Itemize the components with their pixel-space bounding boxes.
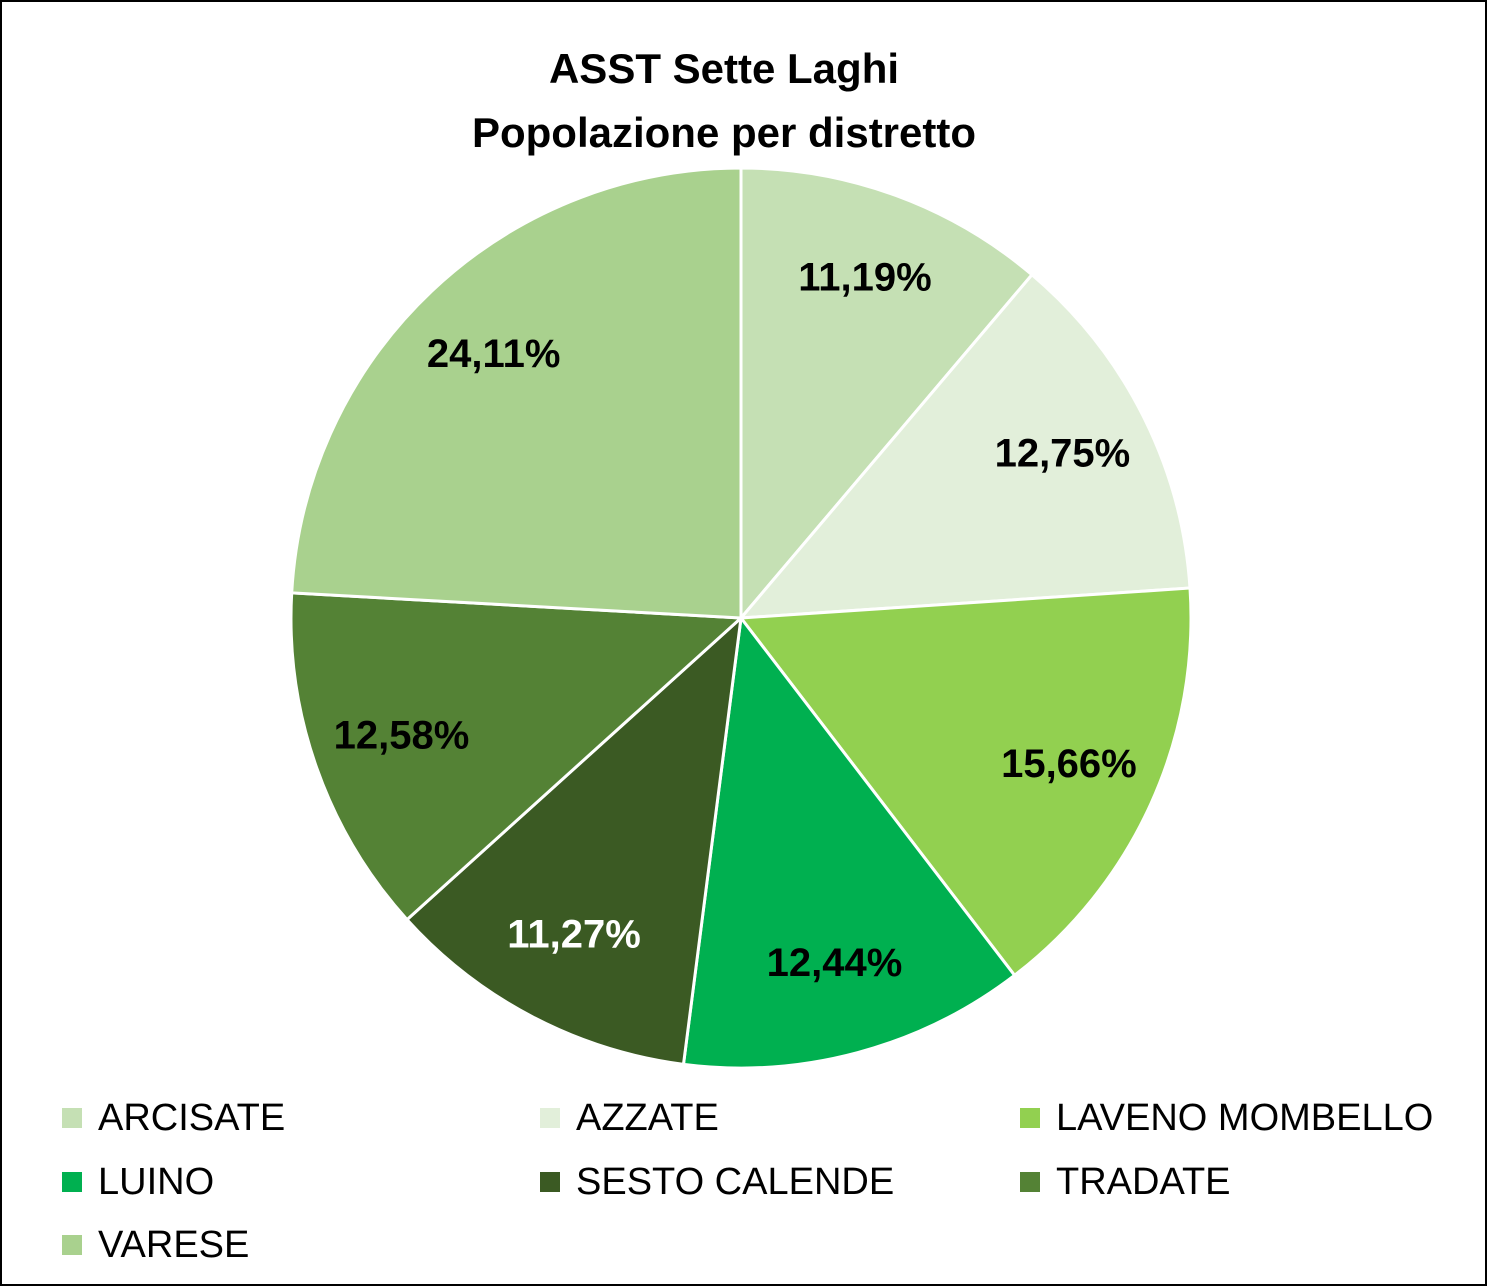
legend-swatch	[1020, 1172, 1040, 1192]
data-label: 24,11%	[427, 332, 560, 376]
pie-slice	[737, 272, 1192, 620]
pie-slice	[404, 614, 744, 1066]
pie-slice	[290, 166, 743, 620]
data-label: 11,27%	[507, 913, 640, 957]
data-label: 12,44%	[767, 941, 903, 985]
pie-slice	[739, 166, 1035, 623]
data-label: 11,19%	[798, 256, 931, 300]
legend-label: SESTO CALENDE	[576, 1161, 894, 1203]
legend-label: AZZATE	[576, 1097, 719, 1139]
legend-label: ARCISATE	[98, 1097, 285, 1139]
legend-swatch	[540, 1108, 560, 1128]
chart-title: ASST Sette Laghi	[549, 45, 899, 92]
data-label: 15,66%	[1001, 742, 1137, 786]
legend-swatch	[540, 1172, 560, 1192]
legend-label: LUINO	[98, 1161, 214, 1203]
legend-label: TRADATE	[1056, 1161, 1231, 1203]
legend-label: VARESE	[98, 1224, 249, 1266]
legend-label: LAVENO MOMBELLO	[1056, 1097, 1433, 1139]
legend-swatch	[62, 1172, 82, 1192]
legend-swatch	[1020, 1108, 1040, 1128]
legend-swatch	[62, 1108, 82, 1128]
pie-slice	[681, 614, 1017, 1070]
pie-slice	[289, 591, 745, 922]
chart-subtitle: Popolazione per distretto	[472, 109, 976, 156]
data-label: 12,75%	[995, 431, 1131, 475]
legend-swatch	[62, 1235, 82, 1255]
data-label: 12,58%	[334, 713, 470, 757]
pie-slice	[738, 586, 1193, 978]
